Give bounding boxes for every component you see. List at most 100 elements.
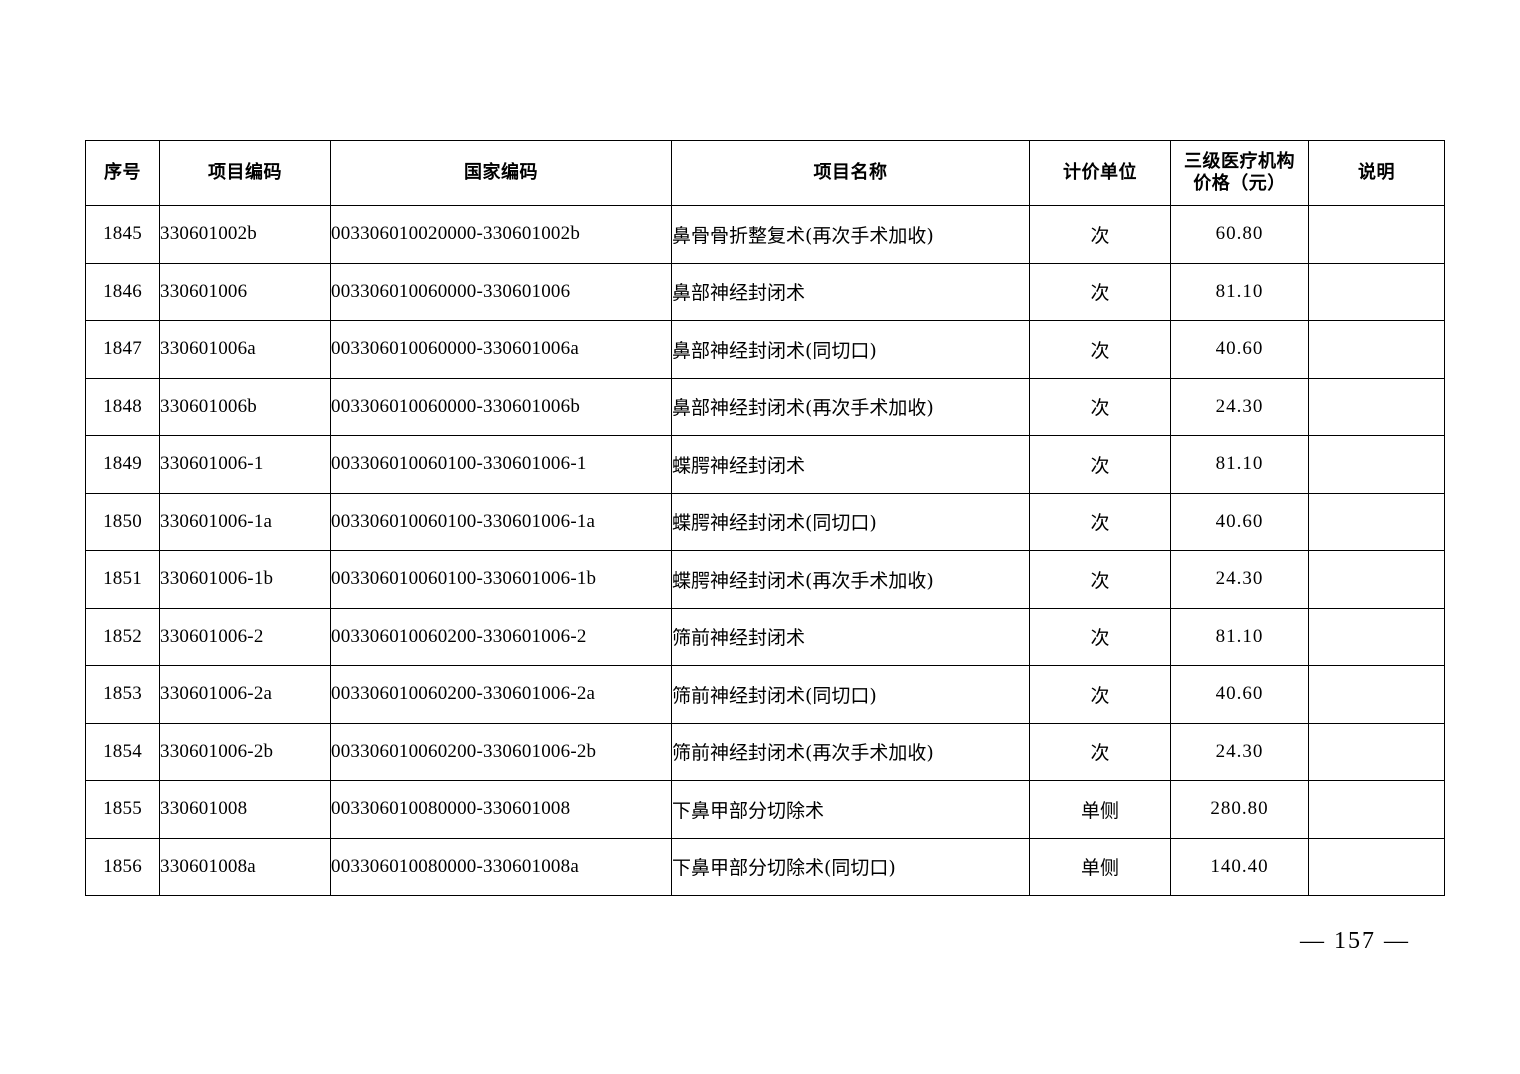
cell-item-code: 330601006-1 (159, 435, 331, 494)
cell-note (1308, 492, 1445, 551)
cell-name: 筛前神经封闭术 (671, 607, 1030, 666)
cell-unit: 次 (1029, 435, 1171, 494)
cell-price: 24.30 (1170, 377, 1309, 436)
cell-item-code: 330601006a (159, 320, 331, 379)
cell-name: 鼻部神经封闭术(再次手术加收) (671, 377, 1030, 436)
column-header-price: 三级医疗机构 价格（元） (1170, 140, 1309, 206)
cell-name: 下鼻甲部分切除术(同切口) (671, 837, 1030, 896)
cell-name: 下鼻甲部分切除术 (671, 780, 1030, 839)
cell-price: 280.80 (1170, 780, 1309, 839)
cell-note (1308, 665, 1445, 724)
table-row: 1852 330601006-2 003306010060200-330601006… (85, 607, 1445, 666)
cell-price: 60.80 (1170, 205, 1309, 264)
cell-note (1308, 550, 1445, 609)
cell-name: 蝶腭神经封闭术(再次手术加收) (671, 550, 1030, 609)
column-header-seq: 序号 (85, 140, 160, 206)
cell-unit: 次 (1029, 492, 1171, 551)
cell-item-code: 330601006-1b (159, 550, 331, 609)
cell-nat-code: 003306010060100-330601006-1a (330, 492, 672, 551)
column-header-name: 项目名称 (671, 140, 1030, 206)
page-number: — 157 — (1300, 928, 1410, 954)
column-header-nat-code: 国家编码 (330, 140, 672, 206)
cell-price: 81.10 (1170, 607, 1309, 666)
cell-note (1308, 607, 1445, 666)
cell-item-code: 330601006-1a (159, 492, 331, 551)
cell-nat-code: 003306010060100-330601006-1 (330, 435, 672, 494)
cell-item-code: 330601006b (159, 377, 331, 436)
table-row: 1849 330601006-1 003306010060100-330601006… (85, 435, 1445, 494)
cell-nat-code: 003306010060200-330601006-2b (330, 722, 672, 781)
cell-price: 140.40 (1170, 837, 1309, 896)
cell-unit: 次 (1029, 205, 1171, 264)
cell-nat-code: 003306010060200-330601006-2a (330, 665, 672, 724)
cell-item-code: 330601006 (159, 262, 331, 321)
table-row: 1854 330601006-2b 003306010060200-33060100… (85, 722, 1445, 781)
cell-unit: 次 (1029, 377, 1171, 436)
cell-item-code: 330601002b (159, 205, 331, 264)
cell-seq: 1850 (85, 492, 160, 551)
cell-name: 蝶腭神经封闭术(同切口) (671, 492, 1030, 551)
cell-unit: 次 (1029, 262, 1171, 321)
cell-price: 40.60 (1170, 320, 1309, 379)
cell-price: 81.10 (1170, 262, 1309, 321)
cell-item-code: 330601008 (159, 780, 331, 839)
cell-item-code: 330601008a (159, 837, 331, 896)
medical-price-table: 序号 项目编码 国家编码 项目名称 计价单位 三级医疗机构 价格（元） 说明 1… (85, 140, 1445, 896)
cell-unit: 单侧 (1029, 837, 1171, 896)
table-header-row: 序号 项目编码 国家编码 项目名称 计价单位 三级医疗机构 价格（元） 说明 (85, 140, 1445, 206)
cell-seq: 1854 (85, 722, 160, 781)
cell-note (1308, 205, 1445, 264)
column-header-note: 说明 (1308, 140, 1445, 206)
cell-unit: 次 (1029, 722, 1171, 781)
cell-seq: 1856 (85, 837, 160, 896)
table-row: 1847 330601006a 003306010060000-330601006a… (85, 320, 1445, 379)
cell-unit: 次 (1029, 665, 1171, 724)
cell-price: 40.60 (1170, 665, 1309, 724)
cell-note (1308, 262, 1445, 321)
cell-nat-code: 003306010080000-330601008 (330, 780, 672, 839)
column-header-price-line2: 价格（元） (1193, 173, 1286, 194)
cell-unit: 单侧 (1029, 780, 1171, 839)
cell-name: 筛前神经封闭术(再次手术加收) (671, 722, 1030, 781)
column-header-price-line1: 三级医疗机构 (1184, 150, 1295, 172)
cell-name: 鼻部神经封闭术(同切口) (671, 320, 1030, 379)
cell-note (1308, 780, 1445, 839)
table-body: 1845 330601002b 003306010020000-330601002b… (85, 205, 1445, 896)
cell-nat-code: 003306010080000-330601008a (330, 837, 672, 896)
cell-price: 24.30 (1170, 550, 1309, 609)
cell-price: 81.10 (1170, 435, 1309, 494)
cell-nat-code: 003306010060000-330601006 (330, 262, 672, 321)
cell-note (1308, 435, 1445, 494)
cell-seq: 1853 (85, 665, 160, 724)
cell-nat-code: 003306010060000-330601006b (330, 377, 672, 436)
cell-note (1308, 837, 1445, 896)
cell-seq: 1849 (85, 435, 160, 494)
table-header: 序号 项目编码 国家编码 项目名称 计价单位 三级医疗机构 价格（元） 说明 (85, 140, 1445, 206)
table-row: 1850 330601006-1a 003306010060100-33060100… (85, 492, 1445, 551)
cell-unit: 次 (1029, 320, 1171, 379)
cell-item-code: 330601006-2b (159, 722, 331, 781)
cell-item-code: 330601006-2a (159, 665, 331, 724)
table-row: 1855 330601008 003306010080000-330601008 下鼻… (85, 780, 1445, 839)
cell-item-code: 330601006-2 (159, 607, 331, 666)
cell-seq: 1847 (85, 320, 160, 379)
cell-name: 筛前神经封闭术(同切口) (671, 665, 1030, 724)
column-header-item-code: 项目编码 (159, 140, 331, 206)
cell-name: 鼻部神经封闭术 (671, 262, 1030, 321)
cell-seq: 1845 (85, 205, 160, 264)
cell-nat-code: 003306010060200-330601006-2 (330, 607, 672, 666)
cell-seq: 1851 (85, 550, 160, 609)
cell-note (1308, 320, 1445, 379)
cell-nat-code: 003306010060100-330601006-1b (330, 550, 672, 609)
cell-unit: 次 (1029, 550, 1171, 609)
cell-unit: 次 (1029, 607, 1171, 666)
cell-seq: 1855 (85, 780, 160, 839)
cell-name: 鼻骨骨折整复术(再次手术加收) (671, 205, 1030, 264)
cell-price: 40.60 (1170, 492, 1309, 551)
table-row: 1851 330601006-1b 003306010060100-33060100… (85, 550, 1445, 609)
cell-note (1308, 377, 1445, 436)
table-row: 1845 330601002b 003306010020000-330601002b… (85, 205, 1445, 264)
cell-name: 蝶腭神经封闭术 (671, 435, 1030, 494)
table-row: 1846 330601006 003306010060000-330601006 鼻部… (85, 262, 1445, 321)
